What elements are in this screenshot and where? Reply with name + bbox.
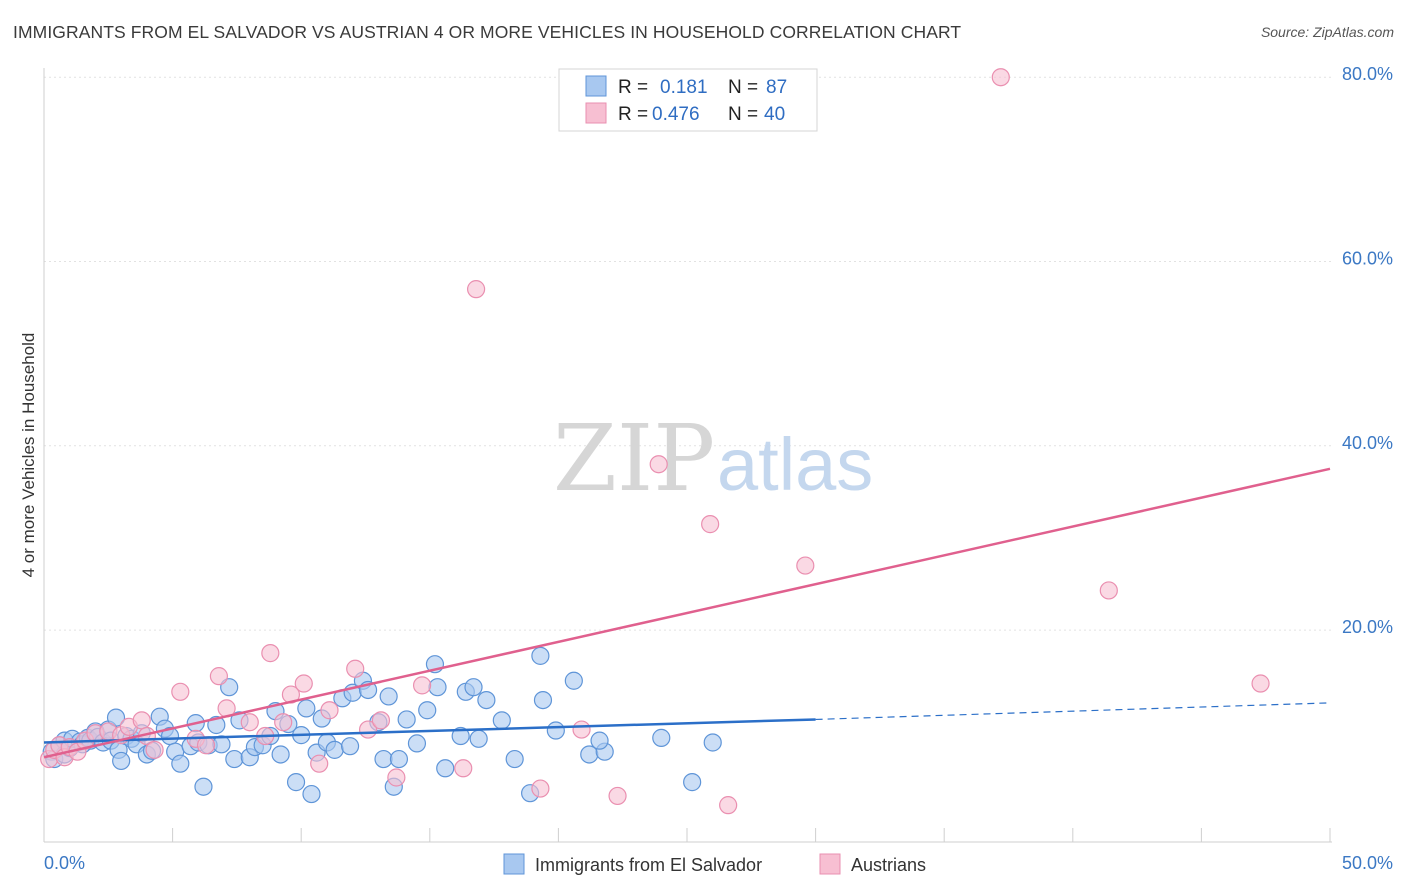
gridlines — [44, 76, 1332, 631]
el-salvador-point — [171, 754, 190, 773]
el-salvador-trendline — [43, 718, 816, 744]
austrians-point — [371, 711, 391, 730]
el-salvador-point — [194, 777, 213, 796]
bottom-legend-swatch-pink — [819, 853, 841, 875]
austrians-point — [572, 720, 591, 739]
austrians-point — [346, 659, 365, 678]
legend-n-label-pink: N = — [728, 104, 758, 125]
legend-n-value-pink: 40 — [764, 104, 785, 125]
el-salvador-point — [302, 784, 321, 804]
el-salvador-point — [325, 740, 344, 759]
austrians-point — [320, 701, 339, 720]
el-salvador-point — [407, 734, 427, 753]
el-salvador-point — [464, 678, 483, 697]
el-salvador-point — [286, 773, 306, 792]
el-salvador-point — [271, 745, 290, 764]
el-salvador-point — [389, 749, 409, 769]
el-salvador-point — [492, 711, 511, 730]
legend-swatch-blue — [585, 75, 607, 97]
legend-n-value-blue: 87 — [766, 77, 787, 98]
x-tick-label: 50.0% — [1342, 853, 1393, 873]
el-salvador-point — [106, 708, 126, 727]
el-salvador-point — [590, 731, 609, 750]
austrians-point — [387, 768, 406, 787]
bottom-legend-label-el-salvador: Immigrants from El Salvador — [535, 855, 762, 875]
x-tick-label: 0.0% — [44, 853, 85, 873]
series-austrians-points — [40, 68, 1270, 815]
el-salvador-point — [397, 710, 416, 729]
el-salvador-point — [683, 773, 702, 792]
legend-n-label-blue: N = — [728, 77, 758, 98]
austrians-point — [796, 556, 815, 575]
stats-legend: R = 0.181 N = 87 R = 0.476 N = 40 — [558, 68, 818, 132]
austrians-point — [240, 713, 259, 732]
el-salvador-point — [703, 733, 722, 752]
austrians-point — [991, 68, 1010, 87]
austrians-point — [531, 779, 550, 798]
el-salvador-point — [374, 749, 393, 769]
legend-r-value-blue: 0.181 — [660, 77, 708, 98]
x-ticks — [172, 828, 1331, 842]
watermark-atlas: atlas — [717, 423, 873, 506]
legend-r-label-pink: R = — [618, 104, 648, 125]
austrians-point — [608, 786, 627, 806]
el-salvador-point — [297, 699, 316, 718]
austrians-point — [719, 796, 738, 815]
bottom-legend-label-austrians: Austrians — [851, 855, 926, 875]
austrians-point — [310, 754, 329, 773]
x-tick-labels: 0.0% 50.0% — [44, 853, 1393, 873]
el-salvador-point — [505, 749, 524, 769]
austrians-point — [649, 455, 668, 474]
bottom-legend-swatch-blue — [503, 853, 525, 875]
y-tick-label: 60.0% — [1342, 249, 1393, 269]
y-tick-labels: 20.0% 40.0% 60.0% 80.0% — [1342, 64, 1393, 637]
austrians-point — [1251, 674, 1270, 693]
austrians-point — [196, 736, 216, 755]
series-legend: Immigrants from El Salvador Austrians — [503, 853, 926, 875]
el-salvador-point — [418, 701, 437, 720]
austrians-point — [261, 644, 280, 663]
austrians-point — [209, 667, 228, 686]
el-salvador-point — [428, 678, 447, 697]
el-salvador-point — [469, 729, 488, 748]
watermark-zip: ZIP — [553, 405, 715, 512]
el-salvador-point — [451, 726, 470, 746]
el-salvador-point — [652, 728, 671, 747]
y-tick-label: 20.0% — [1342, 617, 1393, 637]
el-salvador-point — [112, 751, 131, 771]
el-salvador-point — [436, 759, 455, 778]
austrians-point — [274, 713, 293, 732]
austrians-point — [701, 515, 720, 534]
austrians-point — [412, 676, 432, 695]
axes — [43, 68, 1332, 843]
el-salvador-point — [477, 690, 496, 710]
legend-r-value-pink: 0.476 — [652, 104, 700, 125]
legend-swatch-pink — [585, 102, 607, 124]
austrians-point — [454, 759, 473, 778]
el-salvador-point — [546, 721, 565, 740]
source-attribution: Source: ZipAtlas.com — [1260, 24, 1394, 40]
el-salvador-point — [225, 749, 244, 769]
el-salvador-point — [531, 646, 550, 665]
y-tick-label: 40.0% — [1342, 433, 1393, 453]
chart-title: IMMIGRANTS FROM EL SALVADOR VS AUSTRIAN … — [13, 22, 962, 42]
austrians-point — [132, 711, 151, 730]
el-salvador-point — [533, 690, 553, 710]
austrians-point — [145, 740, 164, 759]
y-tick-label: 80.0% — [1342, 64, 1393, 84]
trendlines — [43, 467, 1331, 759]
watermark: ZIP atlas — [553, 405, 873, 512]
el-salvador-point — [564, 671, 583, 690]
el-salvador-trendline-extrapolated — [815, 702, 1331, 721]
austrians-point — [466, 280, 486, 299]
y-axis-label: 4 or more Vehicles in Household — [19, 333, 38, 578]
el-salvador-point — [340, 737, 360, 756]
legend-r-label-blue: R = — [618, 77, 648, 98]
austrians-point — [1099, 581, 1118, 600]
austrians-point — [294, 674, 313, 693]
austrians-point — [171, 682, 190, 701]
el-salvador-point — [379, 687, 398, 706]
austrians-trendline — [43, 467, 1331, 759]
